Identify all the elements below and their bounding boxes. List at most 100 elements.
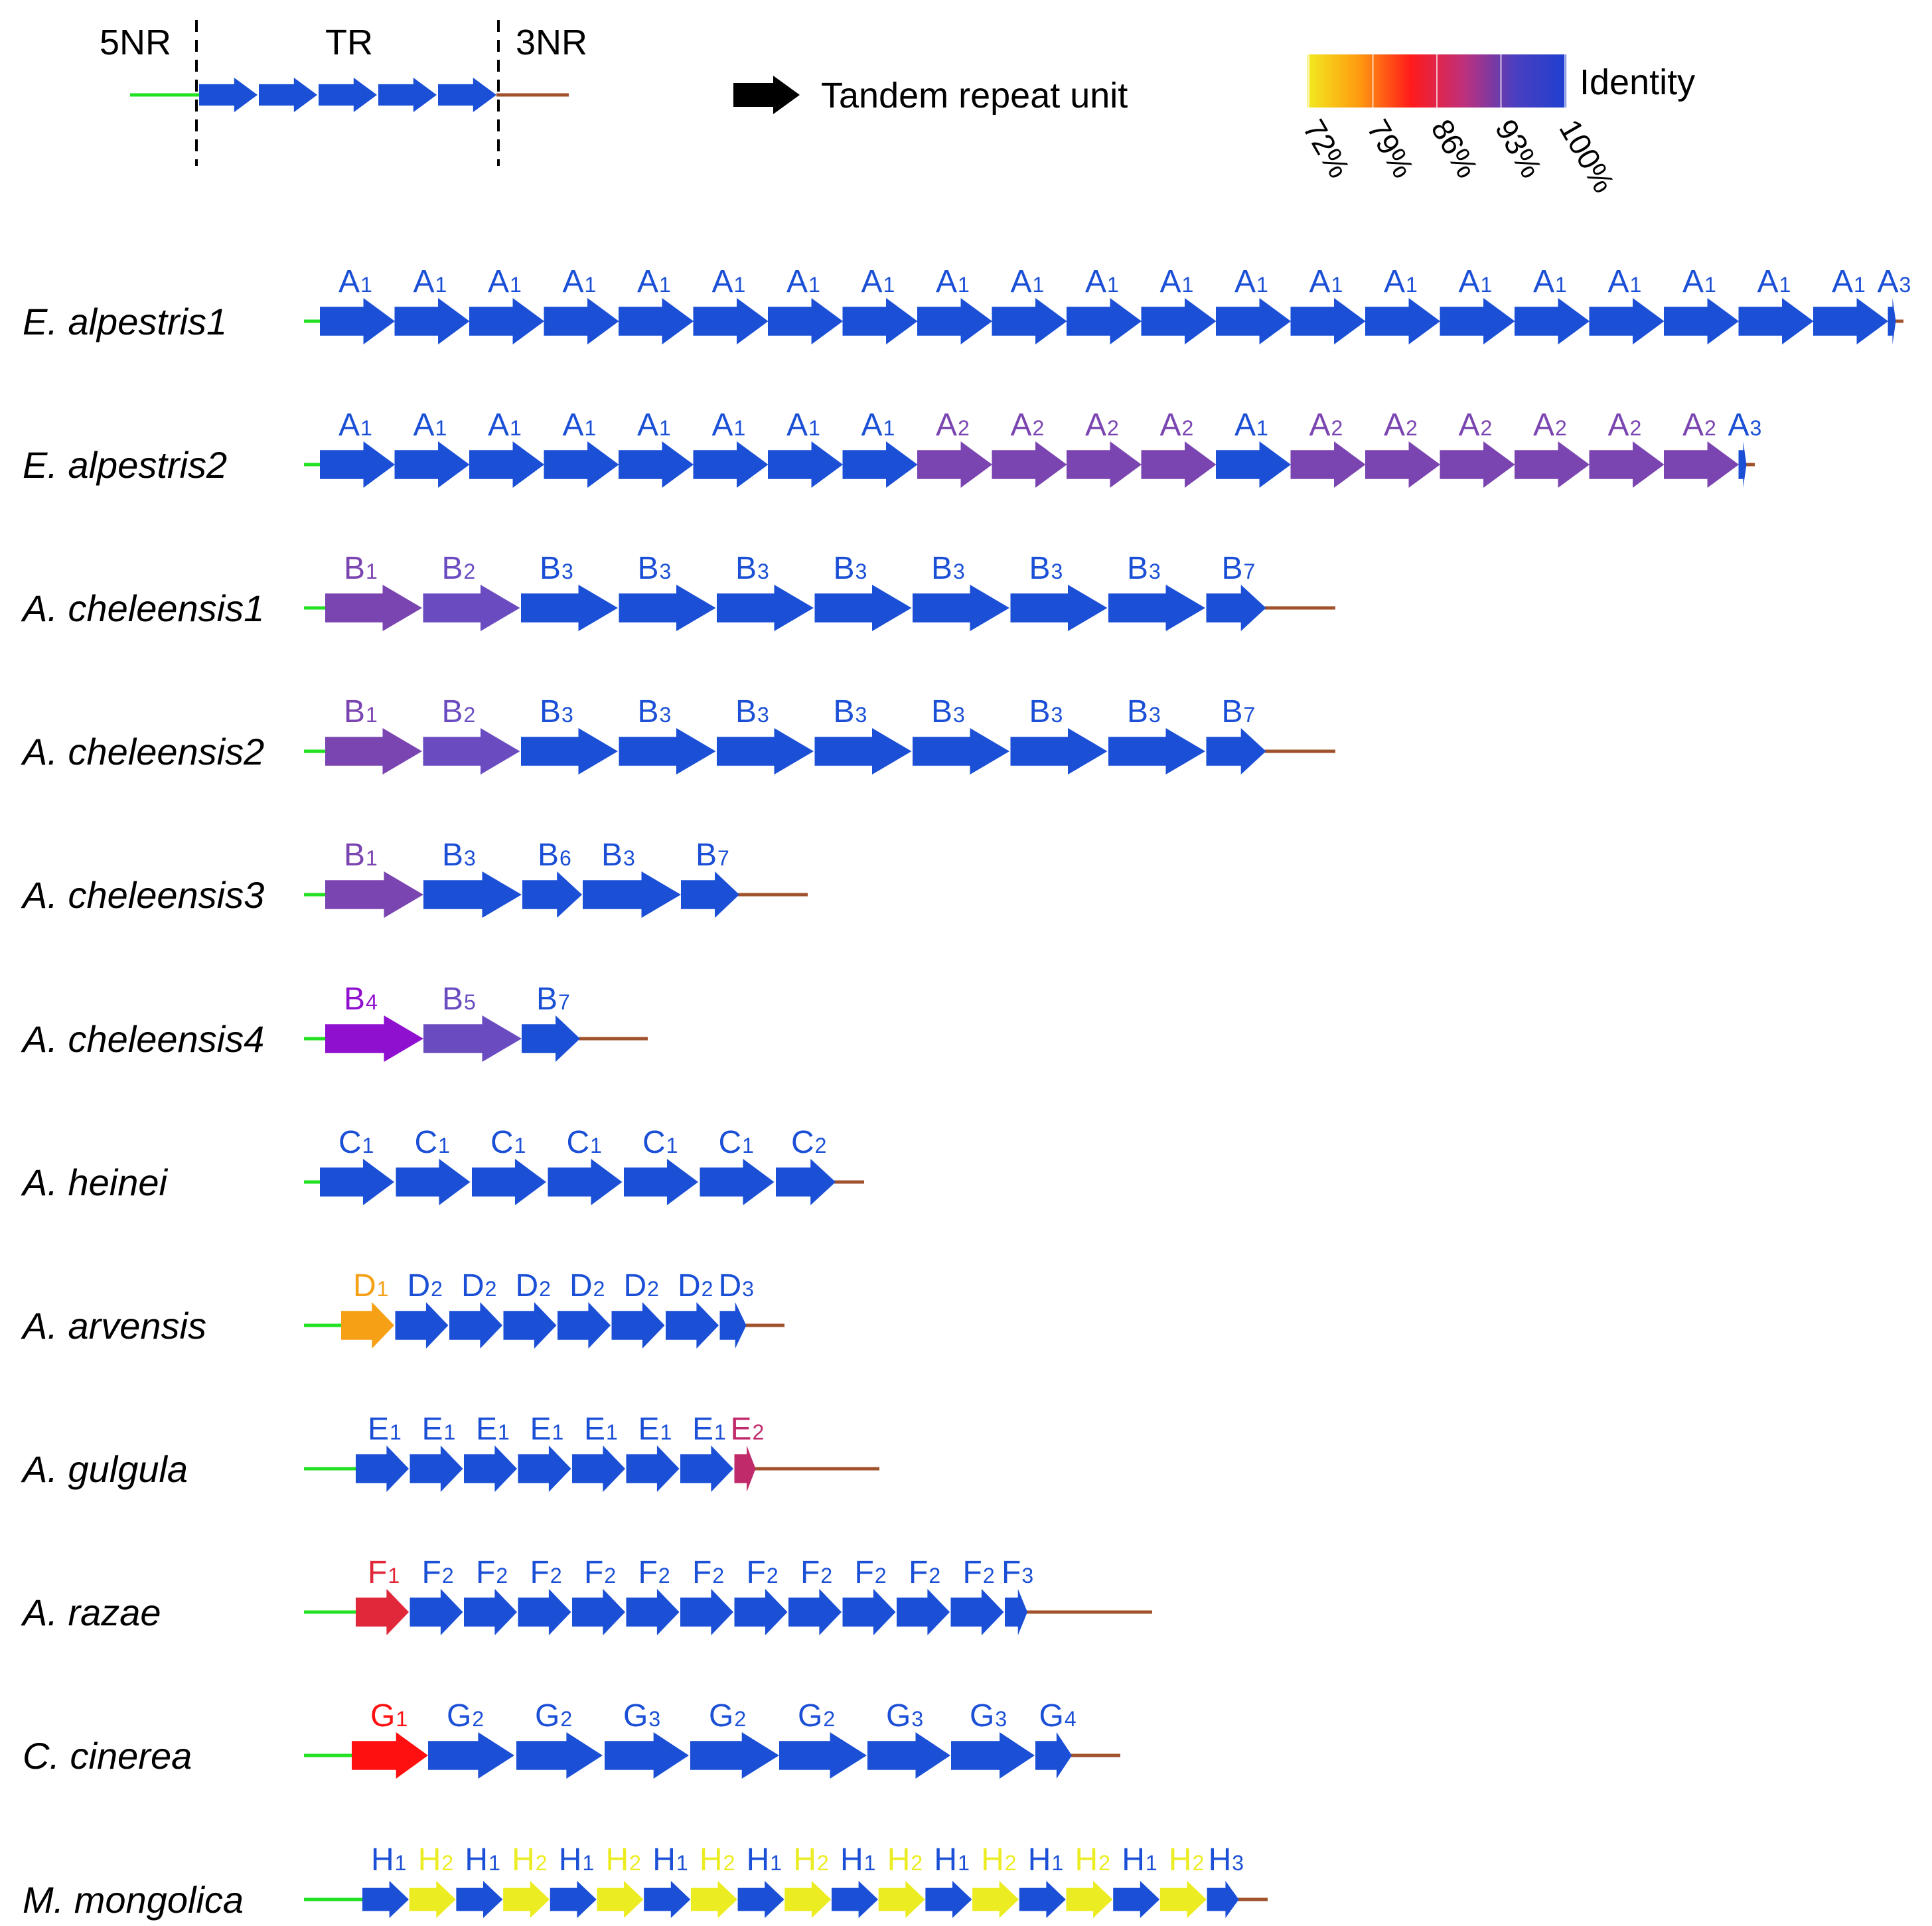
repeat-unit-arrow — [842, 298, 918, 344]
repeat-unit-arrow — [1888, 298, 1896, 344]
repeat-unit-label: H1 — [840, 1842, 875, 1878]
repeat-unit-arrow — [644, 1881, 691, 1918]
repeat-unit-label: B4 — [344, 982, 378, 1017]
species-name: A. cheleensis3 — [21, 874, 264, 916]
repeat-unit-label: B2 — [442, 551, 476, 586]
repeat-unit-arrow — [734, 1445, 756, 1492]
repeat-unit-arrow — [1216, 441, 1291, 488]
repeat-unit-label: B3 — [834, 551, 867, 586]
repeat-unit-label: A1 — [1832, 264, 1866, 299]
legend-tr-unit-arrow-icon — [319, 78, 377, 112]
species-row: A. cheleensis3 B1 B3 B6 B3 B7 — [21, 838, 808, 918]
repeat-unit-arrow — [832, 1881, 878, 1918]
repeat-unit-arrow — [423, 871, 522, 918]
repeat-unit-arrow — [1005, 1589, 1027, 1635]
species-row: A. cheleensis2 B1 B2 B3 B3 B3 B3 B3 B3 B3 B7 — [21, 694, 1335, 775]
repeat-unit-arrow — [395, 1302, 449, 1349]
repeat-unit-arrow — [1813, 298, 1888, 344]
repeat-unit-label: A2 — [1608, 407, 1642, 443]
repeat-unit-arrow — [992, 441, 1067, 488]
repeat-unit-label: B3 — [931, 694, 965, 729]
repeat-unit-arrow — [423, 728, 520, 775]
repeat-unit-arrow — [917, 441, 992, 488]
repeat-unit-arrow — [469, 298, 544, 344]
repeat-unit-arrow — [1216, 298, 1291, 344]
repeat-unit-arrow — [341, 1302, 394, 1349]
legend-schematic: 5NR TR 3NR — [100, 20, 587, 166]
repeat-unit-arrow — [913, 585, 1009, 631]
repeat-unit-label: D2 — [569, 1268, 605, 1303]
repeat-unit-arrow — [522, 1015, 580, 1062]
repeat-unit-arrow — [394, 441, 470, 488]
identity-scale: Identity 72% 79% 86% 93% 100% — [1296, 54, 1695, 198]
repeat-unit-label: A1 — [786, 264, 820, 299]
repeat-unit-label: E1 — [584, 1412, 618, 1447]
repeat-unit-arrow — [356, 1589, 409, 1635]
repeat-unit-label: D2 — [408, 1268, 443, 1303]
repeat-unit-label: E1 — [368, 1412, 402, 1447]
species-row: A. cheleensis1 B1 B2 B3 B3 B3 B3 B3 B3 B3 B7 — [21, 551, 1335, 631]
repeat-unit-label: E1 — [422, 1412, 456, 1447]
repeat-unit-label: B1 — [344, 551, 378, 586]
repeat-unit-label: B7 — [536, 982, 570, 1017]
repeat-unit-label: H2 — [512, 1842, 547, 1878]
repeat-unit-label: H1 — [1122, 1842, 1157, 1878]
repeat-unit-label: G1 — [370, 1698, 408, 1734]
repeat-unit-arrow — [1206, 585, 1266, 631]
species-name: A. gulgula — [21, 1448, 188, 1490]
repeat-unit-arrow — [619, 728, 716, 775]
repeat-unit-label: B3 — [1029, 694, 1063, 729]
repeat-unit-arrow — [597, 1881, 644, 1918]
repeat-unit-label: G3 — [970, 1698, 1007, 1734]
repeat-unit-label: A2 — [1160, 407, 1194, 443]
repeat-unit-label: A1 — [1459, 264, 1493, 299]
repeat-unit-arrow — [779, 1732, 867, 1779]
repeat-unit-arrow — [842, 441, 918, 488]
repeat-unit-label: A1 — [637, 407, 671, 443]
repeat-unit-arrow — [320, 298, 395, 344]
repeat-unit-arrow — [1664, 441, 1739, 488]
species-name: A. razae — [21, 1592, 161, 1633]
repeat-unit-arrow — [626, 1445, 680, 1492]
species-name: A. cheleensis1 — [21, 587, 264, 629]
repeat-unit-label: H2 — [981, 1842, 1016, 1878]
repeat-unit-arrow — [1113, 1881, 1160, 1918]
repeat-unit-label: B5 — [442, 982, 476, 1017]
repeat-unit-arrow — [626, 1589, 680, 1635]
repeat-unit-arrow — [717, 585, 814, 631]
repeat-unit-label: A1 — [338, 407, 372, 443]
repeat-unit-label: B3 — [1127, 551, 1161, 586]
repeat-unit-label: B3 — [638, 694, 672, 729]
repeat-unit-arrow — [737, 1881, 784, 1918]
repeat-unit-arrow — [356, 1445, 409, 1492]
identity-tick-label: 93% — [1489, 113, 1549, 184]
species-row: A. heinei C1 C1 C1 C1 C1 C1 C2 — [21, 1125, 864, 1205]
repeat-unit-label: F2 — [476, 1555, 508, 1590]
legend-tr-unit-arrow-icon — [199, 78, 258, 112]
repeat-unit-arrow — [1440, 298, 1515, 344]
repeat-unit-arrow — [428, 1732, 514, 1779]
repeat-unit-arrow — [396, 1159, 471, 1205]
repeat-unit-label: G3 — [886, 1698, 923, 1734]
repeat-unit-label: B3 — [540, 694, 573, 729]
repeat-unit-arrow — [1066, 1881, 1113, 1918]
legend-5nr-label: 5NR — [100, 23, 171, 62]
repeat-unit-label: H2 — [1075, 1842, 1110, 1878]
repeat-unit-arrow — [1159, 1881, 1207, 1918]
repeat-unit-arrow — [1035, 1732, 1072, 1779]
repeat-unit-arrow — [1664, 298, 1739, 344]
repeat-unit-arrow — [518, 1445, 571, 1492]
repeat-unit-label: H1 — [1028, 1842, 1063, 1878]
repeat-unit-arrow — [784, 1881, 832, 1918]
legend-tr-unit-arrow-icon — [378, 78, 437, 112]
repeat-unit-arrow — [680, 1445, 733, 1492]
repeat-unit-label: A2 — [936, 407, 970, 443]
repeat-unit-arrow — [1010, 728, 1108, 775]
repeat-unit-arrow — [693, 441, 769, 488]
repeat-unit-arrow — [693, 298, 769, 344]
repeat-unit-label: A1 — [786, 407, 820, 443]
repeat-unit-label: F2 — [747, 1555, 779, 1590]
repeat-unit-arrow — [521, 585, 618, 631]
repeat-unit-label: B2 — [442, 694, 476, 729]
